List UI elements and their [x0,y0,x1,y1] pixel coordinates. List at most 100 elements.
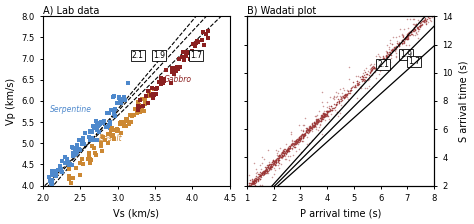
Point [296,137,303,141]
Point [256,174,264,178]
Point [256,172,264,176]
Point [382,50,390,53]
Point [360,73,368,77]
Point [379,56,387,60]
Point [295,123,302,127]
Point [339,95,347,99]
Point [386,51,393,55]
Point [316,116,324,119]
Point [279,154,287,158]
Point [393,41,401,44]
Point [397,50,404,54]
Point [69,155,77,158]
Point [282,151,289,154]
Point [93,138,100,142]
Point [275,159,283,162]
Point [388,48,396,52]
Point [174,68,182,71]
Point [323,110,331,113]
Point [248,182,255,185]
Point [313,120,320,123]
Point [265,163,273,167]
Point [323,110,331,114]
Point [383,50,391,54]
Point [58,159,66,163]
Point [254,179,262,182]
Point [68,164,76,167]
Point [281,147,289,151]
Point [270,161,277,164]
Point [377,60,385,64]
Point [313,119,320,123]
Point [292,139,300,143]
Point [283,157,290,161]
Point [256,177,264,181]
Point [315,117,322,120]
Point [255,177,262,181]
Point [377,60,385,64]
Point [411,28,419,32]
Point [301,134,308,138]
Point [410,22,417,26]
Point [284,147,292,151]
Point [292,139,300,142]
Point [66,162,73,166]
X-axis label: Vs (km/s): Vs (km/s) [113,209,159,218]
Point [72,148,79,151]
Point [287,130,295,133]
Point [298,129,305,132]
Point [345,65,352,69]
Point [410,28,417,32]
Point [383,53,390,56]
Point [264,171,272,174]
Point [287,142,294,146]
Point [89,125,96,128]
Point [315,119,322,123]
Point [245,181,253,185]
Point [198,38,206,41]
Point [108,126,116,129]
Point [294,142,301,146]
Point [272,159,279,162]
Point [410,29,417,33]
Point [402,35,410,39]
Point [383,51,391,55]
Point [403,35,410,39]
Point [367,62,375,66]
Point [273,163,280,167]
Point [303,142,311,145]
Point [299,129,307,133]
Point [364,72,371,76]
Point [311,121,319,124]
Point [291,142,299,146]
Point [288,144,295,147]
Point [300,133,308,136]
Point [303,130,310,134]
Point [278,154,286,158]
Point [354,82,362,86]
Point [269,162,276,165]
Point [362,73,370,76]
Point [97,141,104,145]
Point [274,156,282,160]
Point [264,148,272,152]
Point [91,151,99,154]
Point [266,166,274,169]
Point [291,142,299,146]
Point [249,183,257,186]
Point [410,27,418,31]
Point [347,86,355,90]
Point [361,76,368,79]
Point [305,128,312,132]
Point [274,157,282,160]
Point [273,160,280,164]
Point [296,138,303,142]
Point [328,106,336,110]
Point [314,128,322,132]
Point [347,86,355,90]
Point [308,129,316,132]
Point [374,65,381,68]
Point [374,61,382,65]
Point [252,171,259,174]
Point [318,100,326,104]
